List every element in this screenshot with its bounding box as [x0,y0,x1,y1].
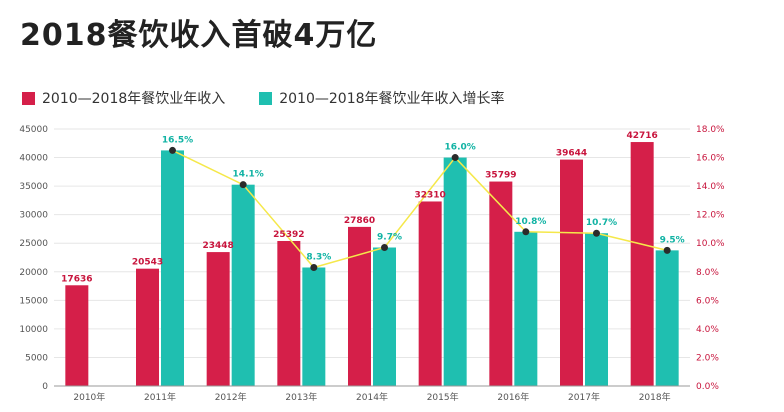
chart-legend: 2010—2018年餐饮业年收入 2010—2018年餐饮业年收入增长率 [22,88,539,108]
revenue-value-label: 25392 [273,230,304,240]
growth-marker [522,228,530,236]
growth-bar [231,184,255,386]
growth-marker [381,244,388,252]
revenue-bar [206,252,230,386]
x-tick-label: 2013年 [285,391,317,403]
x-tick-label: 2016年 [497,391,529,403]
growth-value-label: 10.7% [586,218,617,228]
y-left-tick-label: 10000 [19,325,48,335]
growth-value-label: 9.5% [660,235,685,245]
y-right-tick-label: 14.0% [696,182,725,192]
revenue-bar [418,201,442,386]
y-left-tick-label: 20000 [19,268,48,278]
growth-bar [373,247,396,386]
y-left-tick-label: 25000 [19,239,48,249]
bar-series [65,142,679,386]
y-axis-right: 0.0% 2.0% 4.0% 6.0% 8.0% 10.0% 12.0% 14.0% 16.0%… [696,125,725,392]
growth-value-label: 8.3% [306,252,331,262]
y-right-tick-label: 12.0% [696,211,725,221]
x-tick-label: 2017年 [568,391,600,403]
growth-bar [655,250,679,386]
growth-value-label: 10.8% [515,217,546,227]
growth-value-label: 14.1% [233,170,264,180]
legend-swatch-revenue [22,91,35,105]
growth-marker [169,146,176,154]
growth-marker [593,229,600,237]
growth-value-label: 9.7% [377,233,402,243]
y-right-tick-label: 2.0% [696,353,719,363]
legend-label-growth: 2010—2018年餐饮业年收入增长率 [279,91,505,107]
y-left-tick-label: 5000 [25,353,48,363]
y-axis-left: 0 5000 10000 15000 20000 25000 30000 35000 40000… [19,125,48,392]
x-tick-label: 2012年 [215,391,247,403]
revenue-value-label: 23448 [203,241,234,251]
x-tick-label: 2018年 [639,391,671,403]
revenue-value-label: 35799 [485,171,516,181]
growth-bar [514,231,538,386]
growth-value-label: 16.5% [162,135,193,145]
growth-line [169,146,671,271]
x-axis: 2010年 2011年 2012年 2013年 2014年 2015年 2016年 2017年… [54,385,690,403]
growth-value-label: 16.0% [445,143,476,153]
growth-bar [302,267,326,386]
revenue-value-label: 42716 [627,131,658,141]
x-tick-label: 2015年 [427,391,459,403]
y-right-tick-label: 16.0% [696,154,725,164]
y-right-tick-label: 18.0% [696,125,725,135]
legend-item-growth: 2010—2018年餐饮业年收入增长率 [259,88,505,108]
y-left-tick-label: 45000 [19,125,48,135]
data-labels: 17636 20543 23448 25392 27860 32310 35799 39644… [61,131,684,284]
legend-item-revenue: 2010—2018年餐饮业年收入 [22,88,225,108]
y-right-tick-label: 0.0% [696,382,719,392]
revenue-bar [630,142,654,386]
revenue-value-label: 39644 [556,149,587,159]
growth-bar [585,233,608,386]
growth-line-path [172,149,668,269]
y-left-tick-label: 30000 [19,211,48,221]
x-tick-label: 2014年 [356,391,388,403]
growth-marker [310,263,318,271]
legend-label-revenue: 2010—2018年餐饮业年收入 [42,91,226,107]
y-left-tick-label: 35000 [19,182,48,192]
revenue-bar [489,181,513,386]
revenue-bar [136,268,159,386]
y-right-tick-label: 4.0% [696,325,719,335]
y-left-tick-label: 0 [42,382,48,392]
y-right-tick-label: 10.0% [696,239,725,249]
growth-marker [451,154,459,162]
legend-swatch-growth [259,91,273,105]
revenue-value-label: 27860 [344,216,375,226]
revenue-value-label: 17636 [61,274,92,284]
x-tick-label: 2010年 [73,391,105,403]
revenue-bar [277,240,301,386]
growth-marker [239,181,247,189]
revenue-bar [348,226,371,386]
growth-bar [161,150,184,386]
revenue-value-label: 20543 [132,258,163,268]
y-right-tick-label: 8.0% [696,268,719,278]
y-left-tick-label: 15000 [19,296,48,306]
chart-title: 2018餐饮收入首破4万亿 [20,18,378,53]
growth-marker [663,246,671,254]
y-left-tick-label: 40000 [19,154,48,164]
y-right-tick-label: 6.0% [696,296,719,306]
revenue-bar [65,285,89,386]
growth-bar [443,157,467,386]
x-tick-label: 2011年 [144,391,176,403]
revenue-value-label: 32310 [415,190,446,200]
revenue-bar [560,159,583,386]
